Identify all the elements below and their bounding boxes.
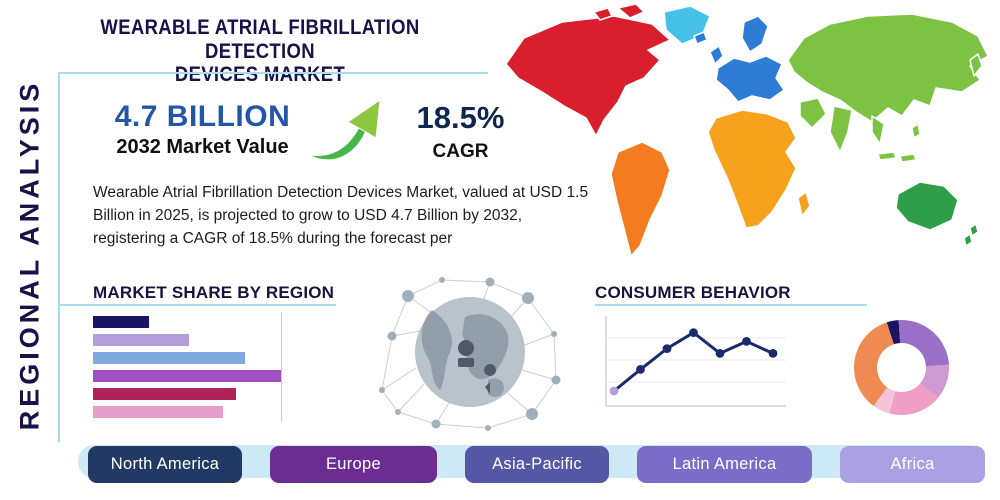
map-indonesia — [877, 151, 897, 161]
map-arabian-peninsula — [799, 97, 827, 129]
region-button-asia-pacific[interactable]: Asia-Pacific — [465, 446, 609, 483]
map-north-america-island-2 — [593, 7, 613, 21]
region-share-bar — [93, 406, 223, 418]
bar-chart-gridline — [281, 312, 282, 422]
map-philippines — [911, 123, 921, 139]
world-map — [505, 3, 989, 257]
growth-arrow-icon — [305, 97, 382, 162]
region-share-bar — [93, 334, 189, 346]
map-australia — [895, 181, 959, 231]
map-scandinavia — [741, 15, 769, 53]
map-southeast-asia — [871, 115, 885, 145]
region-share-bar — [93, 370, 281, 382]
page-title-line1: WEARABLE ATRIAL FIBRILLATION DETECTION — [100, 16, 420, 63]
cagr-label: CAGR — [432, 141, 489, 162]
consumer-behavior-line-chart — [598, 308, 793, 425]
market-share-bar-chart — [93, 316, 281, 424]
map-indonesia-2 — [899, 153, 917, 163]
map-south-america — [610, 141, 671, 257]
region-button-europe[interactable]: Europe — [270, 446, 437, 483]
map-iceland — [693, 31, 708, 45]
map-north-america-island — [617, 3, 645, 19]
market-description: Wearable Atrial Fibrillation Detection D… — [93, 184, 589, 247]
consumer-behavior-heading: CONSUMER BEHAVIOR — [595, 283, 791, 302]
page-title-line2: DEVICES MARKET — [174, 63, 346, 87]
map-north-america — [505, 15, 671, 137]
region-buttons-row: North America Europe Asia-Pacific Latin Ame… — [88, 446, 985, 483]
consumer-behavior-underline — [595, 304, 867, 306]
globe-network-illustration — [379, 277, 561, 431]
line-point — [715, 349, 725, 358]
region-share-bar — [93, 388, 236, 400]
map-uk — [709, 45, 724, 65]
market-share-heading: MARKET SHARE BY REGION — [93, 283, 335, 302]
network-dots — [379, 277, 561, 431]
map-europe — [715, 55, 785, 103]
line-point — [609, 386, 619, 396]
region-button-africa[interactable]: Africa — [840, 446, 985, 483]
line-point — [742, 337, 751, 346]
line-chart-axes — [605, 316, 786, 407]
line-point — [662, 344, 672, 353]
line-point — [768, 349, 778, 358]
map-asia — [787, 13, 989, 123]
region-share-bar — [93, 316, 150, 328]
region-button-north-america[interactable]: North America — [88, 446, 242, 483]
donut-chart — [854, 320, 949, 415]
market-value-label: 2032 Market Value — [116, 136, 289, 158]
globe-icons — [458, 340, 497, 394]
cagr-value: 18.5% — [416, 100, 505, 135]
line-chart-grid — [606, 337, 786, 383]
left-divider — [58, 72, 60, 442]
map-india — [829, 105, 853, 153]
region-share-bar — [93, 352, 246, 364]
page-title: WEARABLE ATRIAL FIBRILLATION DETECTION D… — [58, 16, 463, 87]
region-button-latin-america[interactable]: Latin America — [637, 446, 812, 483]
top-divider — [58, 72, 488, 74]
map-new-zealand — [969, 223, 979, 237]
map-madagascar — [797, 191, 811, 217]
map-africa — [707, 109, 797, 229]
market-value-2032: 4.7 BILLION — [114, 100, 291, 133]
line-point — [689, 328, 698, 337]
map-new-zealand-2 — [963, 233, 973, 247]
map-japan — [969, 53, 983, 77]
line-point — [636, 365, 645, 374]
market-share-underline — [60, 304, 336, 306]
regional-analysis-vertical-label: REGIONAL ANALYSIS — [14, 79, 45, 431]
